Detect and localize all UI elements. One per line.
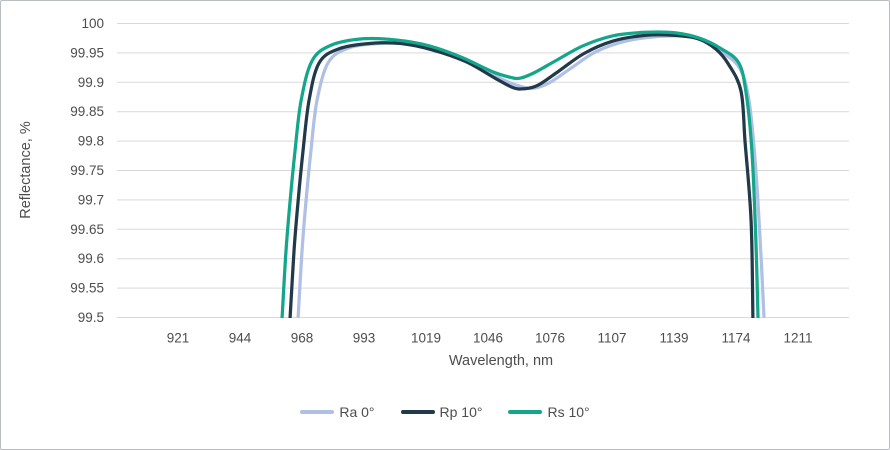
series-line-ra-0 (296, 34, 766, 318)
x-tick-label: 993 (353, 331, 376, 346)
y-tick-label: 99.85 (70, 104, 104, 119)
y-tick-label: 100 (81, 16, 104, 31)
x-tick-label: 968 (291, 331, 314, 346)
y-tick-label: 99.6 (78, 251, 104, 266)
legend-item-ra-0: Ra 0° (300, 404, 375, 420)
legend-swatch-rs-10 (508, 410, 543, 414)
series-line-rs-10 (280, 30, 760, 318)
legend-item-rs-10: Rs 10° (508, 404, 590, 420)
x-tick-label: 921 (167, 331, 190, 346)
legend-swatch-ra-0 (300, 410, 335, 414)
x-tick-label: 1174 (721, 331, 751, 346)
y-tick-label: 99.9 (78, 75, 104, 90)
x-tick-label: 1019 (411, 331, 441, 346)
legend: Ra 0° Rp 10° Rs 10° (1, 404, 889, 420)
series-lines (280, 30, 766, 318)
legend-swatch-rp-10 (400, 410, 435, 414)
legend-label-rp-10: Rp 10° (439, 404, 483, 420)
y-tick-label: 99.75 (70, 163, 104, 178)
gridlines (117, 23, 849, 318)
legend-label-ra-0: Ra 0° (339, 404, 375, 420)
x-tick-label: 1211 (783, 331, 812, 346)
x-tick-label: 1107 (597, 331, 626, 346)
legend-label-rs-10: Rs 10° (547, 404, 590, 420)
y-axis-title: Reflectance, % (18, 121, 34, 219)
y-axis-labels: 100 99.95 99.9 99.85 99.8 99.75 99.7 99.65 99.6 9… (70, 16, 104, 325)
x-tick-label: 1046 (473, 331, 503, 346)
x-tick-label: 1076 (535, 331, 565, 346)
y-tick-label: 99.55 (70, 281, 104, 296)
x-axis-labels: 921 944 968 993 1019 1046 1076 1107 1139 1174 1211 (167, 331, 813, 346)
x-tick-label: 944 (229, 331, 252, 346)
y-tick-label: 99.7 (78, 192, 104, 207)
y-tick-label: 99.8 (78, 134, 104, 149)
series-line-rp-10 (288, 33, 755, 318)
y-tick-label: 99.65 (70, 222, 104, 237)
y-tick-label: 99.95 (70, 45, 104, 60)
x-tick-label: 1139 (659, 331, 688, 346)
x-axis-title: Wavelength, nm (448, 353, 554, 369)
y-tick-label: 99.5 (78, 310, 104, 325)
legend-item-rp-10: Rp 10° (400, 404, 483, 420)
